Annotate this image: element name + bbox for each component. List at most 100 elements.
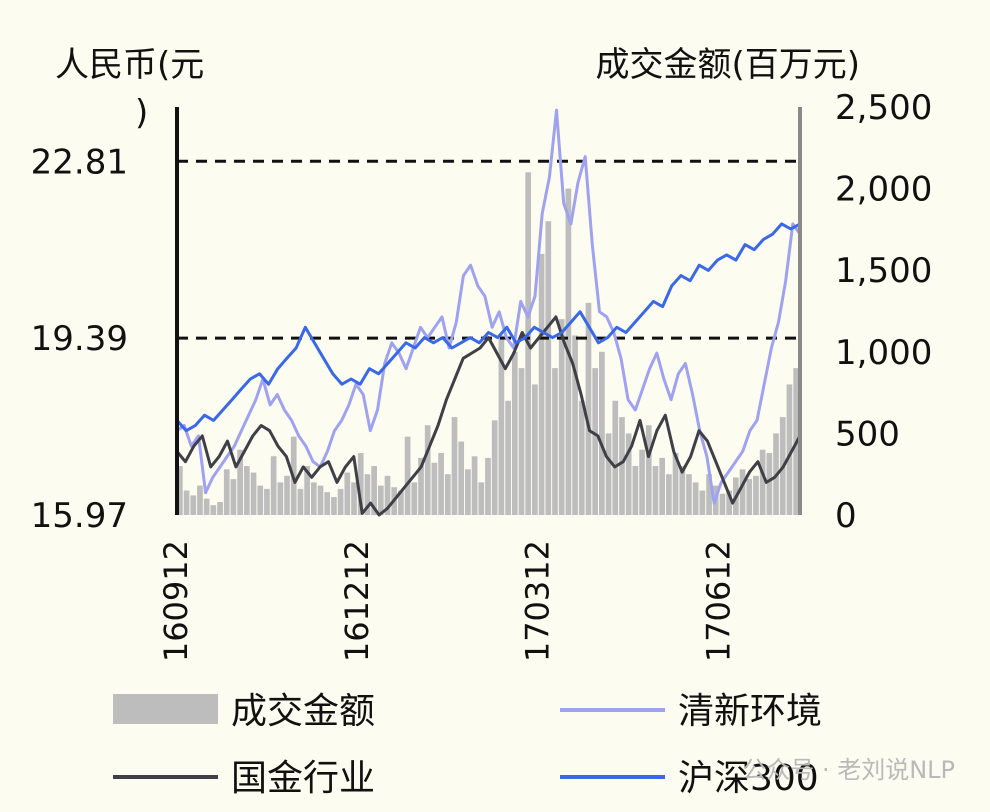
volume-bar bbox=[599, 351, 605, 515]
volume-bar bbox=[243, 466, 250, 515]
volume-bar bbox=[357, 452, 364, 515]
volume-bar bbox=[237, 449, 243, 515]
right-tick-label: 1,500 bbox=[835, 251, 932, 291]
industry-line bbox=[175, 315, 802, 517]
price-lines bbox=[175, 108, 802, 517]
volume-bar bbox=[578, 400, 585, 515]
legend-label: 清新环境 bbox=[678, 691, 822, 732]
volume-bar bbox=[619, 417, 625, 515]
volume-bar bbox=[277, 482, 284, 515]
x-tick-label: 170612 bbox=[700, 540, 738, 662]
volume-bar bbox=[612, 400, 619, 515]
volume-bar bbox=[177, 466, 183, 515]
volume-bar bbox=[572, 335, 578, 515]
volume-bar bbox=[411, 482, 418, 515]
left-tick-label: 22.81 bbox=[31, 142, 128, 182]
volume-bar bbox=[478, 482, 485, 515]
volume-bar bbox=[444, 474, 451, 515]
volume-bar bbox=[377, 485, 384, 515]
volume-bar bbox=[364, 474, 371, 515]
volume-bar bbox=[672, 452, 679, 515]
volume-bar bbox=[532, 384, 538, 515]
volume-bar bbox=[726, 490, 732, 515]
volume-bar bbox=[351, 482, 357, 515]
volume-bar bbox=[666, 474, 672, 515]
volume-bar bbox=[297, 488, 304, 515]
volume-bar bbox=[605, 433, 612, 515]
right-tick-label: 0 bbox=[835, 496, 857, 536]
right-axis-title: 成交金额(百万元) bbox=[595, 45, 860, 85]
volume-bar bbox=[592, 368, 599, 515]
volume-bar bbox=[324, 492, 331, 515]
volume-bar bbox=[498, 335, 505, 515]
x-tick-label: 160912 bbox=[157, 540, 195, 662]
volume-bar bbox=[398, 490, 404, 515]
x-tick-label: 170312 bbox=[519, 540, 557, 662]
volume-bar bbox=[766, 452, 773, 515]
volume-bar bbox=[706, 474, 712, 515]
volume-bar bbox=[552, 368, 558, 515]
volume-bar bbox=[270, 456, 277, 515]
right-tick-label: 1,000 bbox=[835, 333, 932, 373]
volume-bar bbox=[331, 497, 337, 515]
volume-bar bbox=[491, 420, 498, 515]
volume-bar bbox=[746, 479, 753, 515]
stock-line bbox=[176, 108, 802, 505]
volume-bar bbox=[652, 466, 659, 515]
left-axis-title-line: 人民币(元 bbox=[55, 45, 204, 85]
volume-bar bbox=[284, 475, 290, 515]
volume-bar bbox=[545, 221, 552, 516]
volume-bar bbox=[210, 505, 217, 515]
legend-label: 成交金额 bbox=[231, 691, 375, 732]
right-axis-ticks: 0 500 1,000 1,500 2,000 2,500 bbox=[835, 88, 932, 536]
legend-swatch-bar bbox=[113, 694, 218, 724]
volume-bar bbox=[485, 457, 491, 515]
volume-bar bbox=[197, 485, 203, 515]
left-axis-title-line: ) bbox=[135, 93, 148, 133]
volume-bar bbox=[471, 456, 478, 515]
volume-bar bbox=[384, 475, 391, 515]
axes bbox=[175, 107, 802, 515]
volume-bar bbox=[558, 319, 565, 515]
volume-bar bbox=[310, 482, 317, 515]
volume-bar bbox=[465, 469, 471, 515]
volume-bar bbox=[639, 449, 645, 515]
volume-bar bbox=[404, 436, 411, 515]
left-axis-ticks: 15.97 19.39 22.81 bbox=[31, 142, 128, 536]
volume-bar bbox=[418, 457, 424, 515]
volume-bar bbox=[183, 490, 190, 515]
volume-bar bbox=[786, 384, 793, 515]
volume-bar bbox=[632, 466, 639, 515]
volume-bar bbox=[585, 302, 592, 515]
volume-bar bbox=[719, 493, 726, 515]
legend-label: 国金行业 bbox=[231, 758, 375, 799]
volume-bar bbox=[692, 482, 699, 515]
volume-bar bbox=[659, 457, 666, 515]
volume-bar bbox=[699, 490, 706, 515]
volume-bar bbox=[511, 351, 518, 515]
volume-bar bbox=[190, 495, 197, 515]
volume-bar bbox=[538, 253, 545, 515]
right-tick-label: 500 bbox=[835, 414, 900, 454]
volume-bar bbox=[217, 501, 223, 515]
volume-bar bbox=[230, 479, 237, 515]
volume-bar bbox=[759, 449, 766, 515]
volume-bar bbox=[431, 462, 438, 515]
right-tick-label: 2,000 bbox=[835, 170, 932, 210]
watermark-text: 公众号 · 老刘说NLP bbox=[742, 756, 955, 784]
volume-bar bbox=[223, 469, 230, 515]
left-axis-title: 人民币(元) bbox=[55, 45, 204, 133]
legend-label: 沪深300 bbox=[678, 758, 819, 799]
volume-bar bbox=[264, 488, 270, 515]
volume-bar bbox=[739, 469, 746, 515]
x-axis-ticks: 160912 161212 170312 170612 bbox=[157, 540, 738, 662]
volume-bar bbox=[250, 472, 257, 515]
volume-bar bbox=[257, 485, 264, 515]
volume-bar bbox=[753, 475, 759, 515]
volume-bar bbox=[337, 488, 344, 515]
volume-bar bbox=[505, 400, 511, 515]
volume-bar bbox=[451, 417, 458, 515]
volume-bar bbox=[317, 485, 324, 515]
hs300-line bbox=[175, 222, 801, 433]
